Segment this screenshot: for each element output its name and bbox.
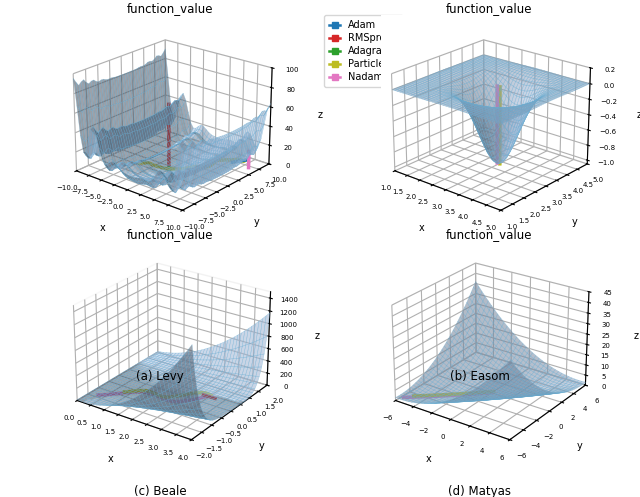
- Y-axis label: y: y: [577, 440, 582, 450]
- Text: (b) Easom: (b) Easom: [450, 370, 510, 383]
- Text: (c) Beale: (c) Beale: [134, 485, 186, 497]
- Title: function_value: function_value: [127, 2, 214, 15]
- X-axis label: x: x: [419, 223, 424, 233]
- Legend: Adam, RMSprop, Adagrad, ParticleGP, Nadam: Adam, RMSprop, Adagrad, ParticleGP, Nada…: [324, 15, 403, 87]
- Text: (d) Matyas: (d) Matyas: [449, 485, 511, 497]
- X-axis label: x: x: [426, 454, 431, 464]
- Y-axis label: y: y: [253, 217, 259, 227]
- X-axis label: x: x: [100, 223, 106, 233]
- Y-axis label: y: y: [259, 440, 264, 450]
- X-axis label: x: x: [108, 454, 113, 464]
- Y-axis label: y: y: [572, 217, 578, 227]
- Title: function_value: function_value: [445, 2, 532, 15]
- Title: function_value: function_value: [445, 229, 532, 242]
- Text: (a) Levy: (a) Levy: [136, 370, 184, 383]
- Title: function_value: function_value: [127, 229, 214, 242]
